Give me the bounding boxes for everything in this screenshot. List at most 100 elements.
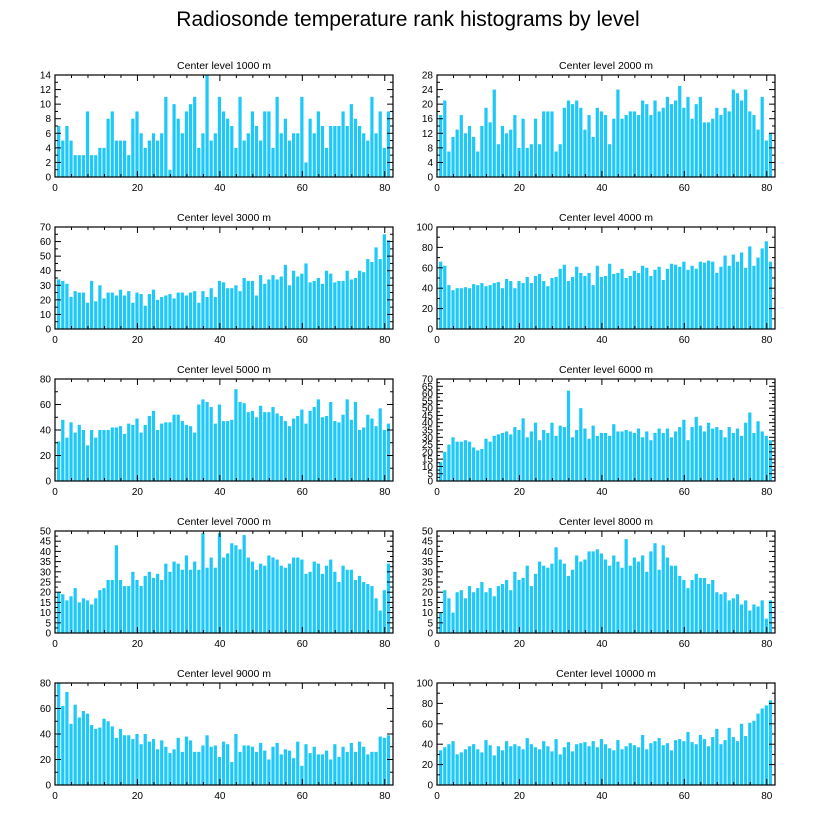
histogram-bar <box>533 118 538 177</box>
histogram-bar <box>587 272 591 329</box>
histogram-bar <box>135 418 139 481</box>
histogram-bar <box>155 299 160 329</box>
histogram-bar <box>682 419 686 481</box>
histogram-bar <box>312 133 316 177</box>
histogram-bar <box>127 586 131 633</box>
histogram-bar <box>143 147 147 177</box>
histogram-bar <box>686 269 690 329</box>
x-tick-label: 20 <box>132 335 144 346</box>
histogram-bar <box>616 431 620 481</box>
histogram-bar <box>292 557 296 633</box>
histogram-bar <box>382 737 386 785</box>
histogram-bar <box>752 720 756 785</box>
y-tick-label: 60 <box>422 389 434 400</box>
y-tick-label: 20 <box>40 295 52 306</box>
histogram-bar <box>690 742 694 785</box>
histogram-bar <box>760 96 764 177</box>
y-tick-label: 10 <box>422 462 434 473</box>
histogram-bar <box>702 262 707 329</box>
histogram-bar <box>259 563 263 633</box>
histogram-bar <box>542 430 546 481</box>
histogram-bar <box>345 270 349 329</box>
histogram-bar <box>217 96 222 177</box>
y-tick-label: 80 <box>422 699 434 710</box>
histogram-bar <box>341 111 345 177</box>
histogram-bar <box>275 559 279 633</box>
y-tick-label: 20 <box>40 755 52 766</box>
histogram-bar <box>484 740 488 785</box>
histogram-bar <box>669 565 674 633</box>
y-tick-label: 40 <box>40 426 52 437</box>
histogram-bar <box>176 118 180 177</box>
histogram-bar <box>463 287 468 329</box>
x-tick-label: 60 <box>679 335 691 346</box>
histogram-bar <box>193 432 197 481</box>
y-tick-label: 100 <box>416 679 433 690</box>
histogram-bar <box>357 575 362 633</box>
y-tick-label: 30 <box>422 433 434 444</box>
histogram-bar <box>694 573 698 633</box>
histogram-bar <box>657 111 661 177</box>
histogram-bar <box>90 155 94 177</box>
histogram-bar <box>653 269 657 329</box>
x-tick-label: 0 <box>434 183 440 194</box>
histogram-bar <box>94 155 98 177</box>
histogram-bar <box>546 746 550 785</box>
histogram-bar <box>81 598 86 633</box>
histogram-bar <box>653 543 657 633</box>
histogram-bar <box>209 288 213 329</box>
histogram-bar <box>168 753 172 785</box>
histogram-bar <box>271 275 275 329</box>
histogram-bar <box>591 136 595 177</box>
histogram-bar <box>357 126 362 177</box>
histogram-bar <box>65 600 69 633</box>
histogram-bar <box>467 441 472 481</box>
histogram-bar <box>505 279 509 329</box>
y-tick-label: 40 <box>422 418 434 429</box>
histogram-bar <box>374 247 378 329</box>
histogram-bar <box>267 412 271 481</box>
histogram-bar <box>349 419 353 481</box>
y-tick-label: 5 <box>45 618 51 629</box>
histogram-bar <box>259 742 263 785</box>
panel-title: Center level 10000 m <box>556 668 656 680</box>
y-tick-label: 40 <box>422 547 434 558</box>
histogram-bar <box>439 115 443 177</box>
histogram-bar <box>727 600 731 633</box>
histogram-bar <box>727 727 731 785</box>
panel-title: Center level 4000 m <box>559 212 653 224</box>
histogram-bar <box>283 421 287 481</box>
histogram-bar <box>463 440 468 481</box>
histogram-bar <box>197 751 201 785</box>
histogram-bar <box>135 292 139 329</box>
histogram-bar <box>760 248 764 329</box>
x-tick-label: 0 <box>52 183 58 194</box>
histogram-bar <box>550 563 554 633</box>
histogram-bar <box>61 280 65 329</box>
x-tick-label: 20 <box>132 183 144 194</box>
histogram-bar <box>484 438 488 481</box>
histogram-bar <box>90 604 94 633</box>
histogram-bar <box>570 569 575 633</box>
y-tick-label: 20 <box>422 447 434 458</box>
histogram-bar <box>715 592 719 633</box>
histogram-bar <box>764 241 768 329</box>
histogram-bar <box>164 746 168 785</box>
histogram-bar <box>304 573 308 633</box>
histogram-bar <box>217 756 222 785</box>
histogram-bar <box>164 563 168 633</box>
histogram-bar <box>488 588 492 633</box>
histogram-bar <box>362 746 366 785</box>
histogram-bar <box>529 744 533 785</box>
histogram-bar <box>764 705 768 785</box>
histogram-bar <box>292 133 296 177</box>
y-tick-label: 0 <box>427 173 433 184</box>
histogram-bar <box>612 424 616 481</box>
histogram-bar <box>649 551 653 633</box>
y-tick-label: 16 <box>422 114 434 125</box>
histogram-bar <box>275 96 279 177</box>
histogram-bar <box>213 133 217 177</box>
histogram-bar <box>353 118 358 177</box>
histogram-bar <box>386 563 391 633</box>
histogram-bar <box>197 302 201 329</box>
